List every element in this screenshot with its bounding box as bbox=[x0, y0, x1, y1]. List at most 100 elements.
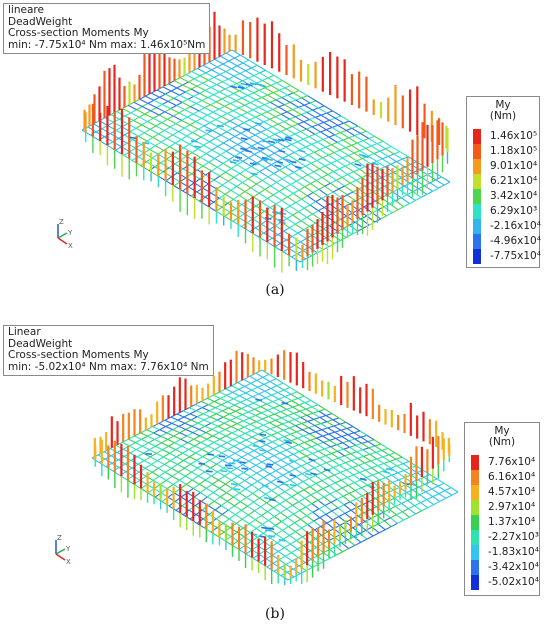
mesh-element bbox=[279, 404, 287, 410]
mesh-element bbox=[292, 214, 302, 222]
mesh-element bbox=[219, 175, 229, 182]
mesh-element bbox=[266, 111, 276, 118]
mesh-element bbox=[284, 487, 292, 493]
mesh-element bbox=[240, 398, 247, 403]
legend-unit: (Nm) bbox=[489, 110, 517, 122]
mesh-element bbox=[202, 183, 209, 189]
mesh-element bbox=[208, 410, 217, 415]
mesh-element bbox=[144, 467, 153, 473]
mesh-element bbox=[330, 554, 337, 559]
mesh-element bbox=[236, 182, 243, 187]
mesh-element bbox=[200, 438, 208, 443]
mesh-element bbox=[153, 117, 162, 124]
mesh-element bbox=[354, 132, 361, 137]
info-line-3: Cross-section Moments My bbox=[8, 27, 149, 39]
mesh-element bbox=[329, 437, 336, 441]
mesh-element bbox=[269, 381, 278, 387]
mesh-element bbox=[147, 99, 155, 104]
mesh-element bbox=[214, 448, 223, 454]
mesh-element bbox=[262, 77, 269, 81]
mesh-element bbox=[185, 71, 192, 76]
mesh-element bbox=[137, 460, 145, 465]
mesh-element bbox=[203, 122, 211, 127]
mesh-element bbox=[261, 113, 270, 120]
mesh-element bbox=[306, 126, 313, 130]
mesh-element bbox=[136, 106, 143, 111]
mesh-element bbox=[320, 129, 327, 133]
mesh-element bbox=[296, 536, 303, 541]
mesh-element bbox=[334, 134, 344, 141]
mesh-element bbox=[206, 133, 216, 139]
mesh-element bbox=[213, 442, 222, 447]
mesh-element bbox=[335, 437, 344, 444]
mesh-element bbox=[309, 100, 317, 104]
mesh-element bbox=[306, 460, 314, 464]
mesh-element bbox=[311, 404, 319, 408]
mesh-element bbox=[213, 492, 221, 498]
mesh-element bbox=[317, 124, 327, 131]
mesh-element bbox=[245, 484, 252, 490]
mesh-element bbox=[267, 194, 274, 200]
mesh-element bbox=[294, 165, 302, 169]
mesh-element bbox=[299, 455, 307, 460]
mesh-element bbox=[323, 439, 330, 443]
mesh-element bbox=[406, 194, 416, 201]
mesh-element bbox=[225, 385, 232, 390]
mesh-element bbox=[172, 131, 179, 136]
mesh-element bbox=[298, 501, 307, 508]
mesh-element bbox=[193, 435, 201, 440]
mesh-element bbox=[327, 474, 335, 479]
mesh-element bbox=[244, 430, 252, 434]
mesh-element bbox=[294, 131, 301, 135]
mesh-element bbox=[298, 444, 306, 450]
mesh-element bbox=[283, 534, 290, 540]
mesh-element bbox=[107, 121, 114, 126]
mesh-element bbox=[336, 551, 343, 556]
mesh-element bbox=[231, 164, 238, 169]
mesh-element bbox=[359, 430, 368, 436]
mesh-element bbox=[190, 88, 200, 94]
mesh-element bbox=[248, 408, 255, 413]
mesh-element bbox=[225, 388, 233, 393]
mesh-element bbox=[225, 150, 235, 157]
mesh-element bbox=[285, 441, 292, 444]
mesh-element bbox=[129, 147, 136, 153]
mesh-element bbox=[144, 132, 154, 138]
mesh-element bbox=[222, 162, 232, 169]
mesh-element bbox=[303, 489, 312, 496]
mesh-element bbox=[238, 484, 246, 490]
mesh-element bbox=[387, 153, 395, 157]
mesh-element bbox=[217, 467, 224, 473]
mesh-element bbox=[123, 448, 131, 454]
mesh-element bbox=[242, 414, 250, 419]
mesh-element bbox=[218, 193, 226, 199]
mesh-element bbox=[313, 467, 322, 474]
mesh-element bbox=[234, 505, 242, 511]
mesh-element bbox=[248, 457, 256, 462]
mesh-element bbox=[192, 113, 202, 119]
mesh-element bbox=[253, 75, 263, 81]
mesh-element bbox=[257, 124, 267, 130]
mesh-element bbox=[165, 475, 173, 481]
mesh-element bbox=[281, 517, 288, 522]
mesh-element bbox=[327, 171, 334, 175]
mesh-element bbox=[216, 124, 224, 128]
mesh-element bbox=[212, 479, 219, 485]
mesh-element bbox=[188, 81, 198, 87]
mesh-element bbox=[228, 404, 235, 409]
legend-label: 1.37x10⁴ bbox=[488, 516, 536, 528]
mesh-element bbox=[291, 492, 299, 498]
mesh-element bbox=[153, 432, 161, 437]
mesh-element bbox=[259, 87, 266, 91]
mesh-element bbox=[261, 515, 269, 521]
mesh-element bbox=[315, 100, 325, 107]
mesh-element bbox=[162, 86, 172, 92]
mesh-element bbox=[391, 472, 398, 476]
mesh-element bbox=[312, 109, 322, 116]
mesh-element bbox=[225, 479, 232, 485]
mesh-element bbox=[218, 105, 225, 110]
mesh-element bbox=[229, 527, 238, 533]
mesh-element bbox=[178, 425, 187, 430]
mesh-element bbox=[225, 432, 233, 437]
mesh-element bbox=[309, 431, 316, 435]
